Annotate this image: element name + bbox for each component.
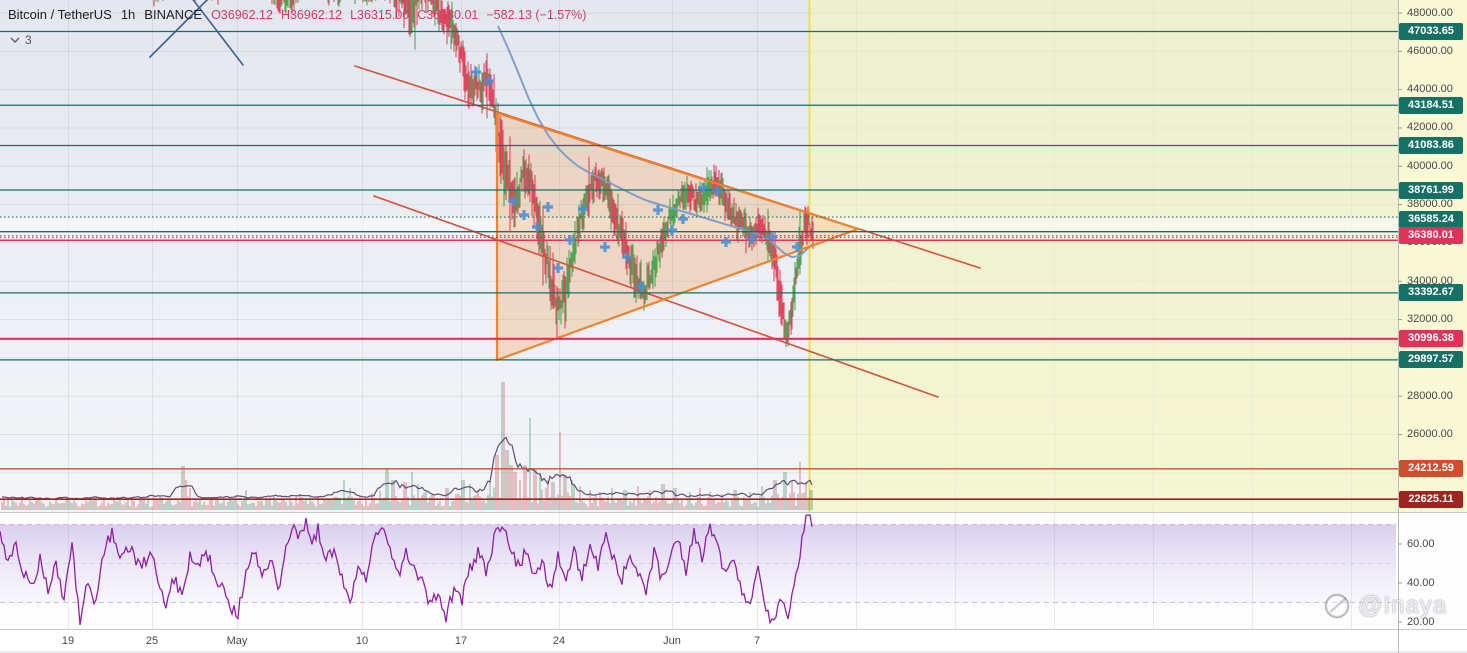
- time-axis-tick[interactable]: 10: [355, 635, 369, 647]
- price-axis-tick[interactable]: 38000.00: [1407, 198, 1453, 211]
- price-level-badge[interactable]: 24212.59: [1399, 460, 1463, 478]
- price-axis-tick[interactable]: 26000.00: [1407, 428, 1453, 441]
- symbol-legend[interactable]: Bitcoin / TetherUS 1h BINANCE O36962.12 …: [8, 7, 586, 22]
- indicator-toggle[interactable]: 3: [10, 33, 32, 47]
- trade-marker-icon: [508, 196, 518, 206]
- trade-marker-icon: [622, 252, 632, 262]
- price-axis-tick[interactable]: 40000.00: [1407, 159, 1453, 172]
- trade-marker-icon: [767, 232, 777, 242]
- trade-marker-icon: [698, 183, 708, 193]
- time-axis-tick[interactable]: 19: [61, 635, 75, 647]
- rsi-axis-tick[interactable]: 40.00: [1407, 576, 1435, 589]
- ohlc-values: O36962.12 H36962.12 L36315.00 C36380.01 …: [211, 8, 586, 22]
- trade-marker-icon: [565, 235, 575, 245]
- time-axis-tick[interactable]: 24: [552, 635, 566, 647]
- price-axis-tick[interactable]: 44000.00: [1407, 83, 1453, 96]
- trade-marker-icon: [484, 76, 494, 86]
- low-value: L36315.00: [350, 8, 410, 22]
- trade-marker-icon: [678, 214, 688, 224]
- price-level-badge[interactable]: 29897.57: [1399, 351, 1463, 369]
- camera-icon: [1324, 593, 1350, 619]
- indicator-count: 3: [25, 33, 32, 47]
- watermark: @Inaya: [1322, 591, 1447, 621]
- chevron-down-icon: [10, 37, 20, 43]
- trade-marker-icon: [712, 186, 722, 196]
- open-value: O36962.12: [211, 8, 273, 22]
- trade-marker-icon: [553, 263, 563, 273]
- price-level-badge[interactable]: 36380.01: [1399, 227, 1463, 245]
- ma-line: [497, 25, 814, 259]
- price-level-badge[interactable]: 43184.51: [1399, 96, 1463, 114]
- interval-label[interactable]: 1h: [120, 7, 136, 22]
- trade-marker-icon: [543, 202, 553, 212]
- rsi-axis-tick[interactable]: 60.00: [1407, 537, 1435, 550]
- symbol-name[interactable]: Bitcoin / TetherUS: [8, 7, 112, 22]
- trade-marker-icon: [792, 242, 802, 252]
- price-level-badge[interactable]: 41083.86: [1399, 137, 1463, 154]
- price-axis-tick[interactable]: 46000.00: [1407, 44, 1453, 57]
- trade-marker-icon: [721, 237, 731, 247]
- price-axis-tick[interactable]: 28000.00: [1407, 389, 1453, 402]
- time-axis-tick[interactable]: May: [226, 635, 248, 647]
- price-axis-tick[interactable]: 32000.00: [1407, 313, 1453, 326]
- trade-marker-icon: [519, 210, 529, 220]
- price-level-badge[interactable]: 30996.38: [1399, 330, 1463, 348]
- price-axis-tick[interactable]: 34000.00: [1407, 274, 1453, 287]
- trade-marker-icon: [747, 234, 757, 244]
- trade-marker-icon: [636, 282, 646, 292]
- time-axis-tick[interactable]: Jun: [663, 635, 681, 647]
- trade-marker-icon: [578, 204, 588, 214]
- trade-marker-icon: [600, 242, 610, 252]
- watermark-text: @Inaya: [1358, 592, 1448, 619]
- price-level-badge[interactable]: 38761.99: [1399, 181, 1463, 199]
- price-level-badge[interactable]: 47033.65: [1399, 23, 1463, 40]
- time-axis-tick[interactable]: 17: [454, 635, 468, 647]
- price-level-badge[interactable]: 33392.67: [1399, 284, 1463, 302]
- trade-marker-icon: [653, 205, 663, 215]
- change-value: −582.13 (−1.57%): [486, 8, 587, 22]
- price-level-badge[interactable]: 22625.11: [1399, 490, 1463, 508]
- close-value: C36380.01: [417, 8, 479, 22]
- price-level-badge[interactable]: 36585.24: [1399, 210, 1463, 228]
- trendline: [373, 195, 939, 398]
- trendline: [149, 0, 209, 58]
- time-axis-tick[interactable]: 25: [145, 635, 159, 647]
- price-axis-tick[interactable]: 42000.00: [1407, 121, 1453, 134]
- high-value: H36962.12: [280, 8, 343, 22]
- trade-marker-icon: [471, 67, 481, 77]
- rsi-line: [0, 514, 813, 626]
- price-axis-tick[interactable]: 48000.00: [1407, 6, 1453, 19]
- time-axis-tick[interactable]: 7: [753, 635, 761, 647]
- trade-marker-icon: [532, 222, 542, 232]
- highlight-region: [809, 0, 1467, 512]
- exchange-label: BINANCE: [144, 7, 203, 22]
- triangle-pattern: [495, 111, 860, 362]
- rsi-axis-tick[interactable]: 20.00: [1407, 615, 1435, 628]
- trade-marker-icon: [667, 225, 677, 235]
